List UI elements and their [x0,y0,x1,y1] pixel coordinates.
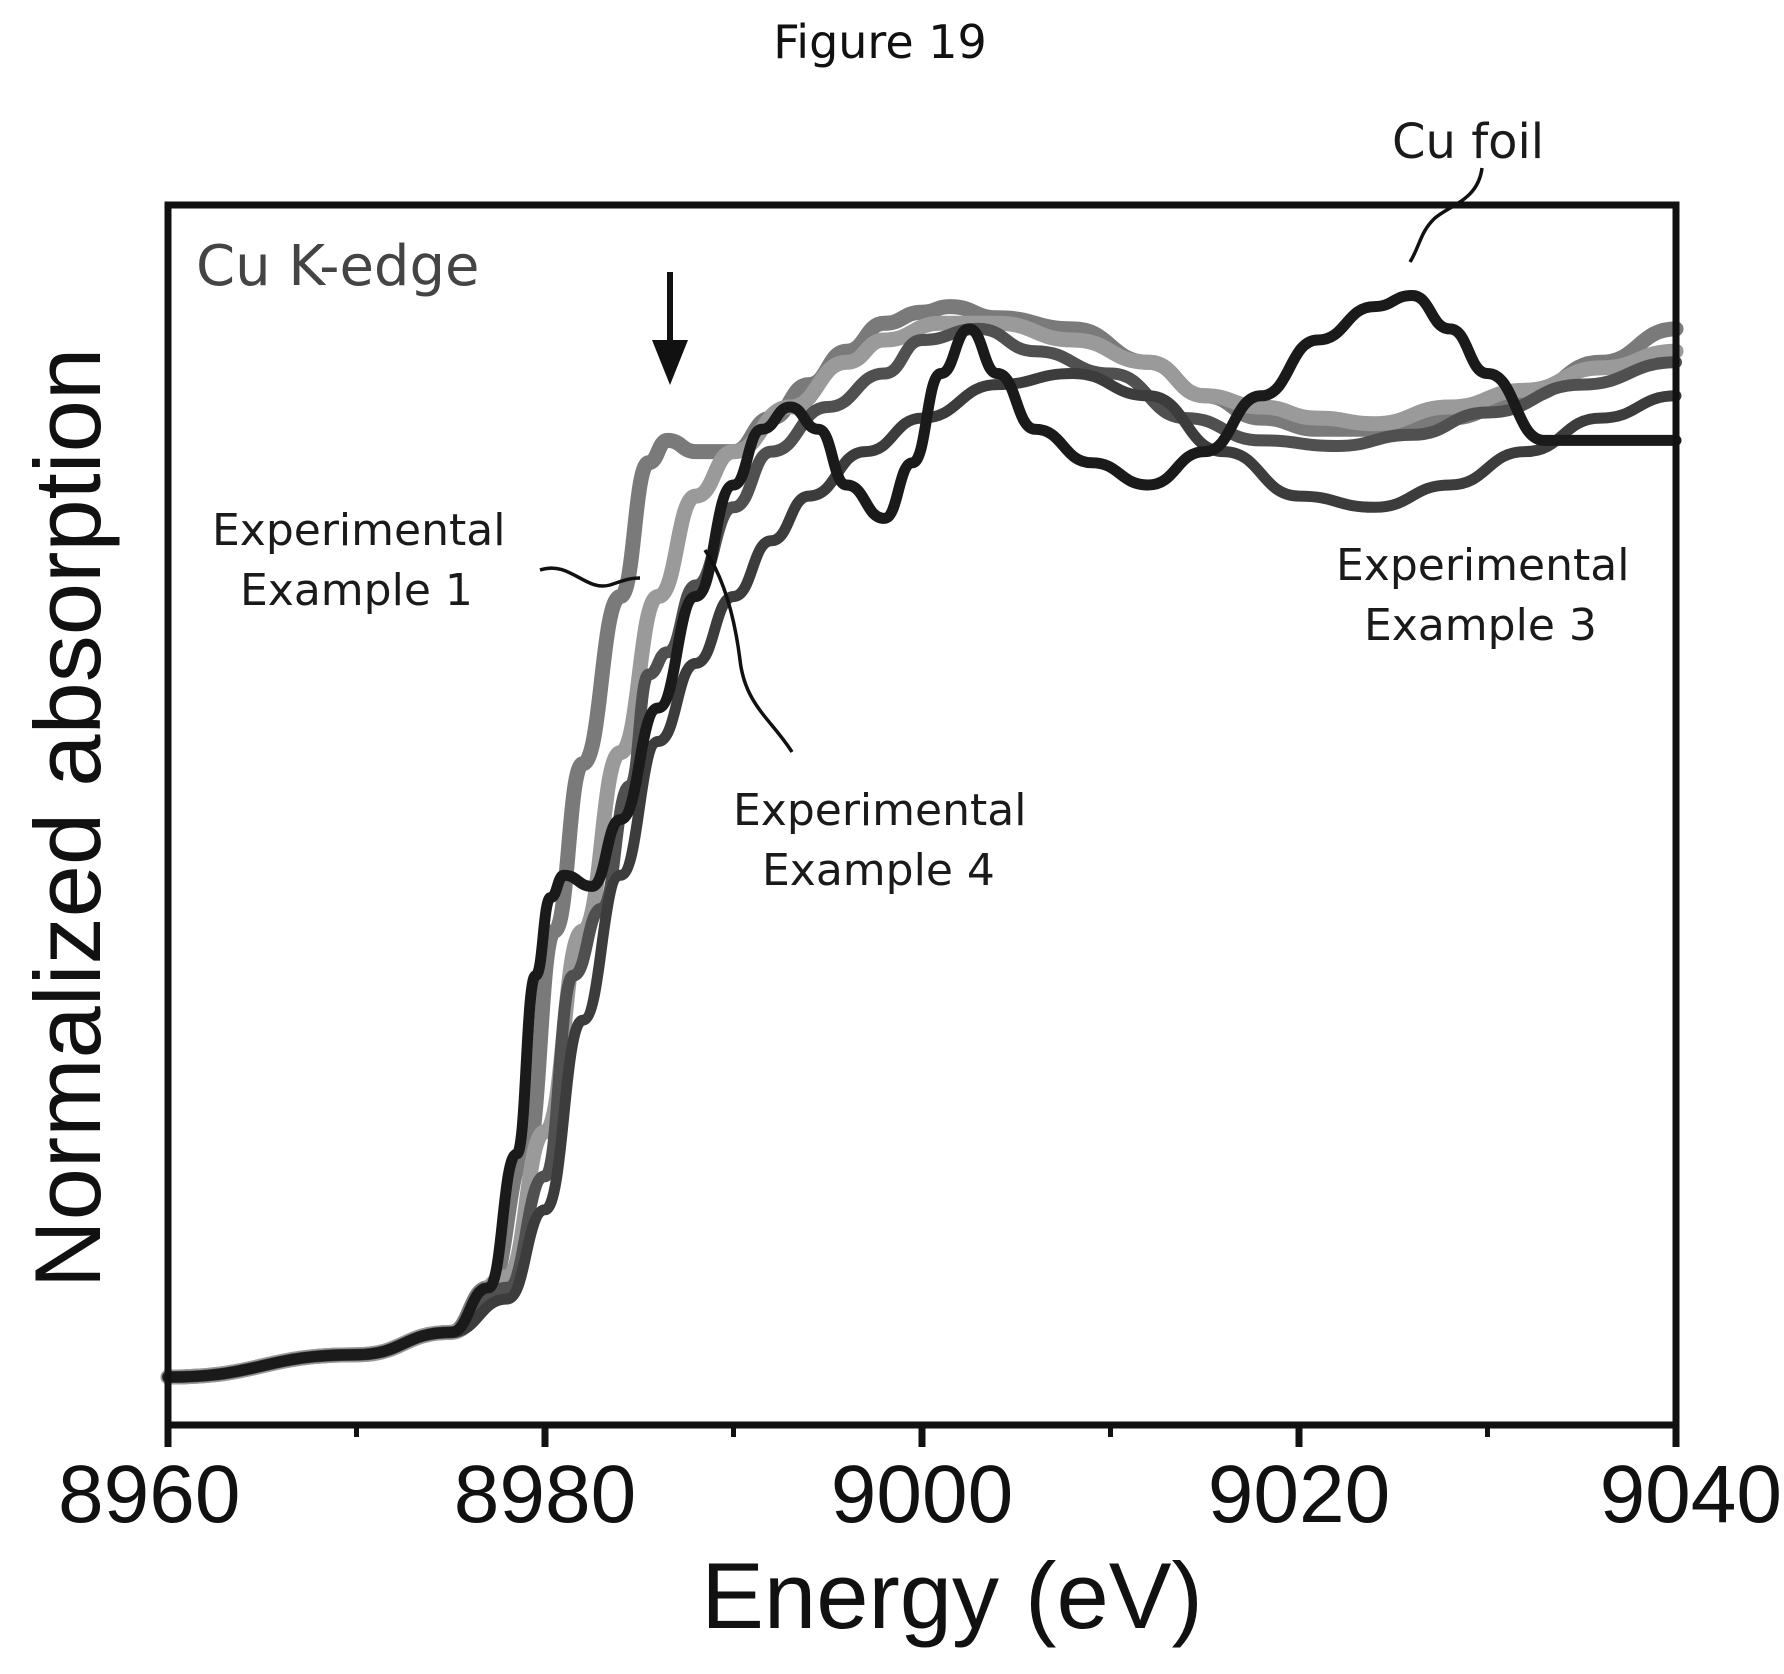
leader-example-1 [539,566,641,588]
panel-label: Cu K-edge [196,234,479,299]
series-line-cu-foil [162,290,1682,1383]
x-tick-label-8960: 8960 [58,1449,240,1540]
x-tick-label-9040: 9040 [1600,1449,1782,1540]
x-tick-label-9020: 9020 [1208,1449,1390,1540]
x-ticks: 8960 8980 9000 9020 9040 [58,1425,1782,1540]
y-axis-title: Normalized absorption [15,348,120,1288]
edge-arrow [652,272,688,385]
x-tick-label-8980: 8980 [454,1449,636,1540]
figure-title: Figure 19 [773,15,987,69]
leader-cu-foil [1408,167,1484,263]
annotation-cu-foil: Cu foil [1392,114,1544,170]
annotation-example-4-line2: Example 4 [762,845,995,896]
annotation-example-3-line2: Example 3 [1364,600,1597,651]
annotation-example-1-line2: Example 1 [240,565,473,616]
annotation-example-3-line1: Experimental [1336,540,1629,591]
x-tick-label-9000: 9000 [831,1449,1013,1540]
series-line-experimental-example-3 [162,368,1682,1383]
x-axis-title: Energy (eV) [701,1543,1203,1648]
leader-example-4 [703,549,794,753]
annotation-example-1-line1: Experimental [212,505,505,556]
series-layer [160,290,1684,1385]
series-line-experimental-example-4 [162,322,1682,1383]
series-line-experimental-example-1 [160,299,1684,1385]
annotation-example-4-line1: Experimental [733,785,1026,836]
